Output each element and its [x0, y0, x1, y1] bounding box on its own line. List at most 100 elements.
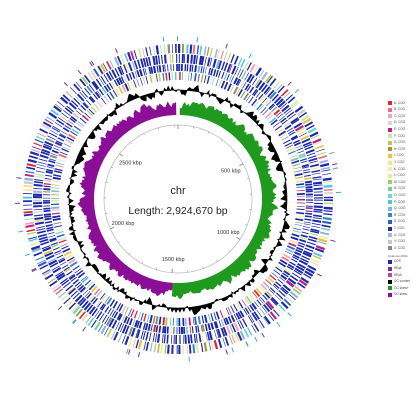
cds-feature [237, 311, 243, 319]
cds-feature [127, 82, 132, 90]
cds-feature [264, 292, 271, 299]
cds-feature [216, 328, 222, 338]
gc-skew-negative [77, 101, 177, 296]
cds-feature [248, 75, 255, 84]
legend-label: X: COG [394, 245, 406, 250]
cds-feature [23, 204, 33, 206]
cds-feature [286, 296, 294, 304]
cds-feature [302, 117, 312, 125]
cds-feature [206, 331, 211, 341]
cds-feature [70, 276, 77, 282]
cds-feature [57, 117, 66, 123]
cds-feature [124, 335, 130, 346]
cds-feature [214, 48, 219, 58]
cds-feature [291, 233, 300, 238]
cds-feature [259, 307, 266, 316]
cds-feature [171, 72, 173, 81]
cds-feature [81, 300, 89, 309]
scale-tick [216, 259, 218, 262]
cds-feature [23, 181, 33, 185]
cds-feature [33, 210, 43, 213]
cds-feature [106, 60, 112, 70]
cds-feature [252, 291, 258, 299]
cds-feature [227, 306, 232, 315]
cds-feature [298, 153, 306, 157]
cds-feature [30, 148, 40, 153]
cds-feature [105, 72, 112, 82]
cds-feature [88, 108, 95, 115]
cds-feature [294, 172, 303, 177]
cds-feature [284, 124, 292, 130]
cds-feature [158, 316, 162, 325]
cds-feature [299, 236, 308, 240]
cds-feature [162, 317, 166, 326]
cds-feature [271, 93, 279, 102]
legend-label: V: COG [394, 239, 406, 244]
cds-feature [23, 196, 33, 199]
cds-feature [109, 91, 115, 100]
cds-feature [302, 251, 312, 258]
cds-feature [49, 237, 57, 241]
cds-feature [59, 277, 68, 285]
rna-feature [225, 43, 228, 49]
cds-feature [67, 287, 75, 294]
cds-feature [292, 139, 300, 144]
cds-feature [88, 96, 95, 104]
cds-feature [179, 72, 181, 81]
cds-feature [273, 109, 281, 116]
cds-feature [70, 100, 79, 108]
cds-feature [73, 97, 81, 106]
cds-feature [117, 313, 123, 321]
cds-feature [269, 104, 276, 111]
cds-feature [290, 258, 298, 263]
cds-feature [63, 109, 71, 117]
cds-feature [33, 205, 43, 208]
cds-feature [317, 151, 326, 156]
cds-feature [280, 274, 288, 281]
cds-feature [49, 238, 57, 243]
cds-feature [64, 107, 73, 115]
cds-feature [210, 313, 214, 322]
legend-swatch [388, 167, 392, 172]
cds-feature [288, 293, 296, 301]
cds-feature [46, 116, 55, 122]
cds-feature [58, 153, 67, 159]
cds-feature [130, 327, 136, 337]
cds-feature [54, 168, 63, 172]
rna-feature [115, 48, 118, 54]
cds-feature [164, 344, 167, 354]
cds-feature [103, 95, 110, 103]
cds-feature [301, 231, 309, 235]
cds-feature [115, 78, 121, 86]
cds-feature [289, 274, 299, 282]
cds-feature [161, 334, 164, 344]
cds-feature [286, 127, 294, 133]
cds-feature [285, 144, 294, 149]
cds-feature [127, 51, 132, 62]
cds-feature [197, 316, 201, 325]
cds-feature [87, 317, 95, 326]
cds-feature [305, 148, 315, 154]
cds-feature [234, 332, 240, 342]
cds-feature [197, 325, 200, 333]
cds-feature [158, 73, 161, 82]
cds-feature [155, 73, 159, 82]
cds-feature [43, 185, 51, 188]
cds-feature [305, 210, 313, 212]
cds-feature [40, 151, 50, 156]
cds-feature [59, 133, 67, 138]
scale-tick [143, 133, 145, 136]
cds-feature [234, 66, 239, 76]
cds-feature [60, 294, 69, 302]
cds-feature [311, 222, 321, 226]
cds-feature [306, 241, 316, 246]
cds-feature [241, 70, 247, 80]
cds-feature [108, 318, 115, 328]
cds-feature [309, 261, 319, 266]
cds-feature [184, 64, 187, 72]
cds-feature [260, 107, 267, 114]
cds-feature [319, 231, 330, 236]
cds-feature [294, 223, 303, 227]
cds-feature [278, 130, 286, 137]
cds-feature [42, 269, 51, 275]
